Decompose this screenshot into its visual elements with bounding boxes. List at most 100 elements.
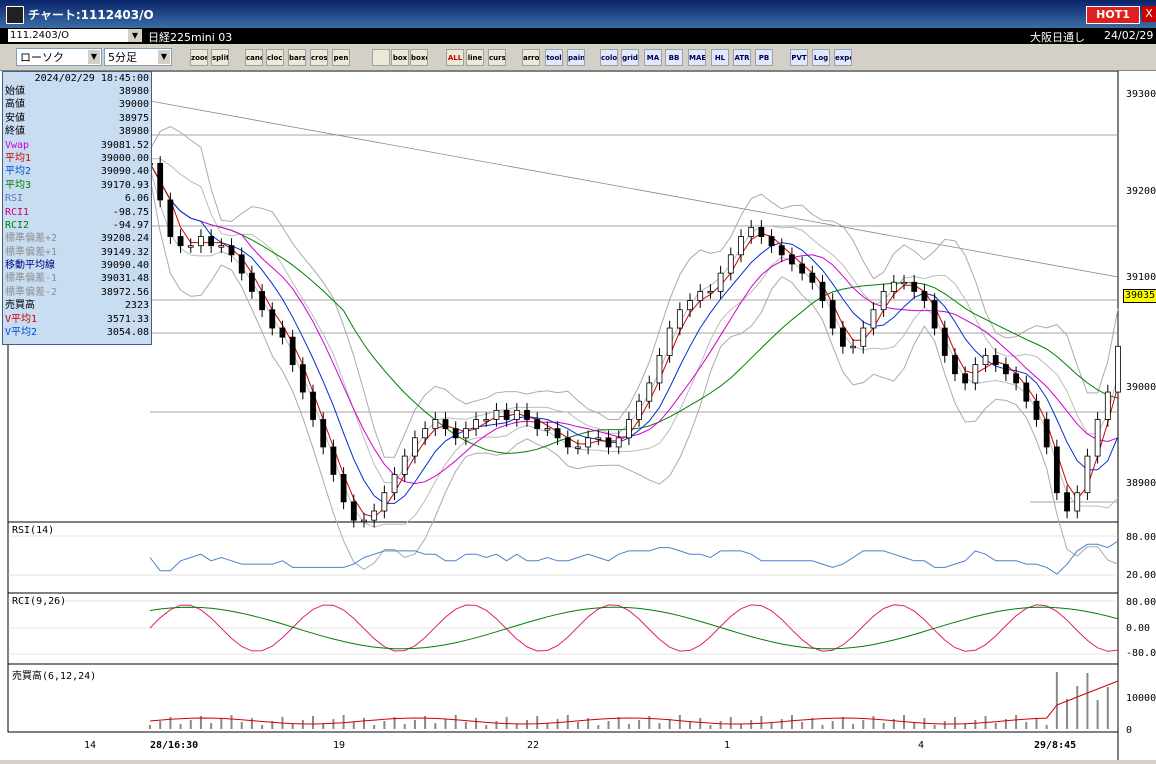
candle-body bbox=[432, 419, 439, 430]
toolbar-button-PB[interactable]: PB bbox=[755, 49, 773, 66]
candle-body bbox=[564, 437, 571, 448]
candle-body bbox=[870, 309, 877, 329]
toolbar-button-cross[interactable]: cross bbox=[310, 49, 328, 66]
candle-body bbox=[473, 419, 479, 430]
info-value: 38980 bbox=[118, 86, 149, 97]
candle-body bbox=[1003, 364, 1009, 375]
rsi-line bbox=[149, 540, 1119, 575]
toolbar-button-BB[interactable]: BB bbox=[665, 49, 683, 66]
candle-body bbox=[361, 519, 367, 523]
interval-value: 5分足 bbox=[108, 51, 137, 64]
candle-body bbox=[330, 446, 337, 475]
candle-body bbox=[1064, 492, 1070, 512]
trend-line bbox=[149, 100, 1119, 278]
candle-body bbox=[789, 254, 795, 265]
candle-body bbox=[890, 281, 897, 292]
candle-body bbox=[1115, 345, 1121, 393]
toolbar-button-candle[interactable]: candle bbox=[245, 49, 263, 66]
info-row: 標準偏差-1 39031.48 bbox=[3, 272, 151, 285]
toolbar-button-blank[interactable] bbox=[372, 49, 390, 66]
candle-body bbox=[198, 236, 204, 247]
info-label: 始値 bbox=[5, 86, 25, 97]
candle-body bbox=[911, 281, 918, 292]
chevron-down-icon[interactable]: ▼ bbox=[88, 50, 100, 64]
info-label: RCI2 bbox=[5, 219, 30, 231]
candle-body bbox=[880, 291, 887, 311]
candle-body bbox=[992, 355, 999, 366]
candle-body bbox=[524, 409, 530, 420]
rci-tick: 0.00 bbox=[1126, 623, 1151, 634]
interval-select[interactable]: 5分足 ▼ bbox=[104, 48, 172, 66]
info-row: 標準偏差+1 39149.32 bbox=[3, 246, 151, 259]
toolbar-button-ALL[interactable]: ALL bbox=[446, 49, 464, 66]
symbol-input[interactable]: 111.2403/O bbox=[8, 29, 128, 42]
toolbar-button-line[interactable]: line bbox=[466, 49, 484, 66]
candle-body bbox=[860, 327, 867, 347]
candle-body bbox=[676, 309, 683, 329]
candle-body bbox=[1013, 373, 1020, 384]
candle-body bbox=[626, 419, 632, 439]
candle-body bbox=[422, 428, 429, 439]
info-value: 38972.56 bbox=[100, 286, 149, 298]
candle-body bbox=[646, 382, 653, 402]
chevron-down-icon[interactable]: ▼ bbox=[158, 50, 170, 64]
candle-body bbox=[850, 345, 856, 349]
info-value: -98.75 bbox=[112, 206, 149, 218]
hot-button[interactable]: HOT1 bbox=[1086, 6, 1140, 24]
toolbar-button-arrow[interactable]: arrow bbox=[522, 49, 540, 66]
price-panel bbox=[7, 70, 1119, 523]
toolbar-button-cursor[interactable]: cursor bbox=[488, 49, 506, 66]
candle-body bbox=[1053, 446, 1060, 494]
toolbar-button-MA[interactable]: MA bbox=[644, 49, 662, 66]
candle-body bbox=[513, 409, 520, 420]
toolbar-button-HL[interactable]: HL bbox=[711, 49, 729, 66]
toolbar-button-zoom[interactable]: zoom bbox=[190, 49, 208, 66]
instrument-name: 日経225mini 03 bbox=[148, 31, 233, 44]
info-label: 高値 bbox=[5, 99, 25, 111]
toolbar-button-paint[interactable]: paint bbox=[567, 49, 585, 66]
time-tick: 22 bbox=[527, 740, 540, 751]
chart-area[interactable] bbox=[0, 70, 1156, 760]
info-label: V平均1 bbox=[5, 313, 38, 325]
last-price-tag: 39035 bbox=[1123, 289, 1156, 303]
chart-type-select[interactable]: ローソク ▼ bbox=[16, 48, 102, 66]
candle-body bbox=[656, 355, 663, 384]
toolbar-button-grid[interactable]: grid bbox=[621, 49, 639, 66]
candle-body bbox=[962, 373, 969, 384]
toolbar-button-clock[interactable]: clock bbox=[266, 49, 284, 66]
toolbar-button-split[interactable]: split bbox=[211, 49, 229, 66]
candle-body bbox=[819, 281, 826, 301]
candle-body bbox=[1074, 492, 1081, 512]
toolbar-button-MAE[interactable]: MAE bbox=[688, 49, 706, 66]
toolbar-button-bars[interactable]: bars bbox=[288, 49, 306, 66]
close-icon[interactable]: X bbox=[1142, 6, 1156, 22]
rci2-line bbox=[149, 606, 1119, 650]
chart-canvas[interactable] bbox=[0, 70, 1156, 760]
toolbar-button-PVT[interactable]: PVT bbox=[790, 49, 808, 66]
candle-body bbox=[615, 437, 622, 448]
toolbar-button-pen[interactable]: pen bbox=[332, 49, 350, 66]
symbol-dropdown-icon[interactable]: ▼ bbox=[128, 29, 142, 42]
candle-body bbox=[829, 300, 836, 329]
rsi-tick: 80.00 bbox=[1126, 532, 1156, 543]
toolbar-button-box[interactable]: box bbox=[391, 49, 409, 66]
info-row: 標準偏差-2 38972.56 bbox=[3, 286, 151, 299]
candle-body bbox=[462, 428, 469, 439]
toolbar-button-boxes[interactable]: boxes bbox=[410, 49, 428, 66]
info-row: RCI2 -94.97 bbox=[3, 219, 151, 232]
candle-body bbox=[503, 409, 510, 420]
rci1-line bbox=[149, 604, 1119, 652]
toolbar-button-ATR[interactable]: ATR bbox=[733, 49, 751, 66]
candle-body bbox=[534, 419, 541, 430]
volume-ma-line bbox=[149, 680, 1119, 725]
app-icon bbox=[6, 6, 24, 24]
price-tick: 39000 bbox=[1126, 382, 1156, 393]
candle-body bbox=[717, 272, 724, 292]
candle-body bbox=[544, 428, 551, 431]
toolbar-button-tool[interactable]: tool bbox=[545, 49, 563, 66]
toolbar-button-Log[interactable]: Log bbox=[812, 49, 830, 66]
toolbar-button-export[interactable]: export bbox=[834, 49, 852, 66]
toolbar-button-color[interactable]: color bbox=[600, 49, 618, 66]
session-label: 大阪日通し bbox=[1030, 31, 1085, 44]
candle-body bbox=[768, 236, 775, 247]
